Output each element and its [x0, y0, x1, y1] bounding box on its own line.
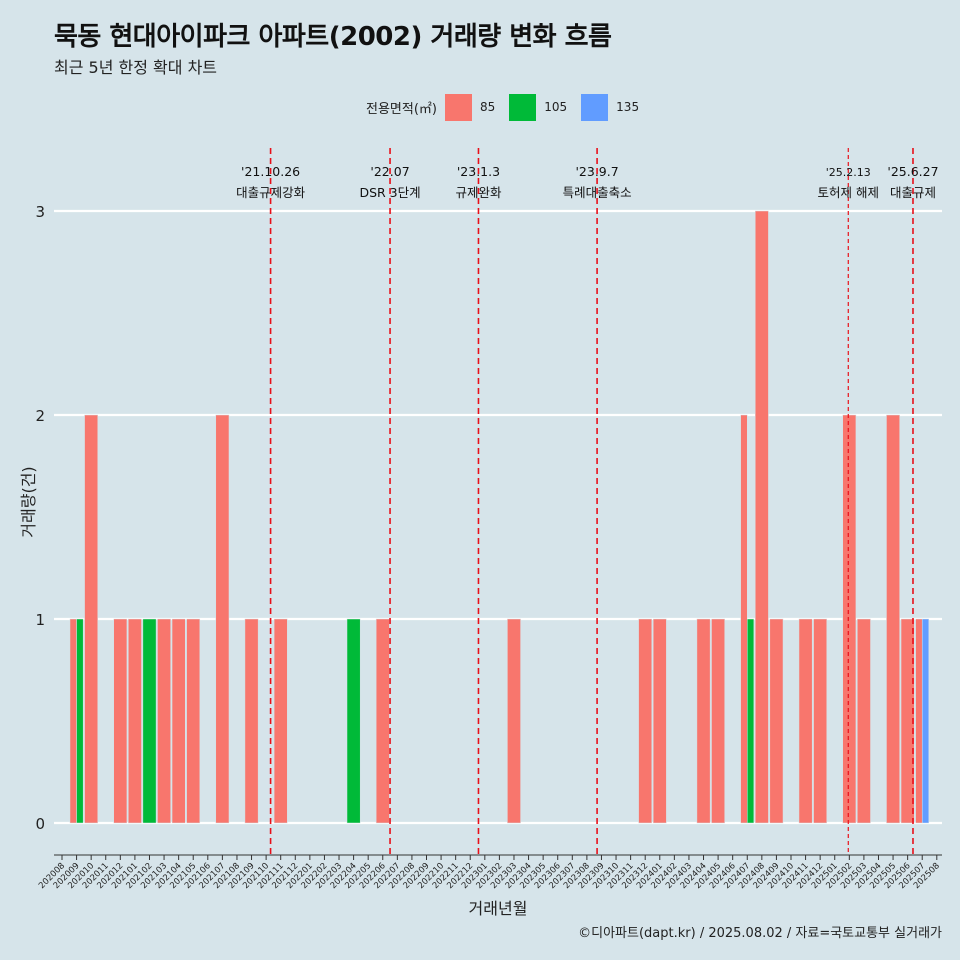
event-name-label: DSR 3단계 — [359, 185, 420, 200]
y-tick-label: 3 — [35, 203, 45, 221]
bar-202107-85 — [215, 414, 230, 824]
bar-202009-85 — [69, 618, 77, 824]
bar-202405-85 — [711, 618, 725, 824]
bar-202312-85 — [638, 618, 653, 824]
bar-202010-85 — [84, 414, 99, 824]
chart-title: 묵동 현대아이파크 아파트(2002) 거래량 변화 흐름 — [54, 22, 612, 52]
bar-202506-85 — [900, 618, 915, 824]
legend-label-135: 135 — [616, 100, 640, 114]
event-name-label: 특례대출축소 — [563, 185, 632, 200]
x-axis-title: 거래년월 — [469, 899, 528, 918]
bar-202412-85 — [813, 618, 828, 824]
bar-202407-105 — [747, 618, 755, 824]
bar-202502-85 — [842, 414, 857, 824]
bars — [69, 210, 930, 824]
bar-202505-85 — [886, 414, 900, 824]
bar-202111-85 — [273, 618, 288, 824]
bar-202411-85 — [798, 618, 813, 824]
bar-202507-85 — [915, 618, 923, 824]
event-date-label: '25.2.13 — [826, 166, 871, 179]
event-lines: '21.10.26 대출규제강화 '22.07 DSR 3단계 '23.1.3 규제완화 '… — [236, 148, 939, 855]
event-date-label: '23.9.7 — [575, 164, 618, 179]
bar-202012-85 — [113, 618, 128, 824]
bar-202401-85 — [652, 618, 667, 824]
y-tick-label: 1 — [35, 611, 45, 629]
bar-202103-85 — [157, 618, 171, 824]
event-date-label: '21.10.26 — [241, 164, 300, 179]
bar-202503-85 — [857, 618, 871, 824]
bar-202204-105 — [346, 618, 361, 824]
event-date-label: '23.1.3 — [457, 164, 500, 179]
bar-202303-85 — [507, 618, 521, 824]
bar-202206-85 — [375, 618, 390, 824]
bar-202404-85 — [696, 618, 711, 824]
event-name-label: 대출규제 — [890, 185, 936, 200]
legend-key-105 — [509, 93, 537, 121]
bar-202507-135 — [921, 618, 930, 824]
bar-202109-85 — [244, 618, 259, 824]
y-axis-title: 거래량(건) — [19, 466, 38, 537]
event-date-label: '25.6.27 — [887, 164, 938, 179]
bar-202104-85 — [171, 618, 186, 824]
legend-title: 전용면적(㎡) — [366, 101, 437, 117]
chart-subtitle: 최근 5년 한정 확대 차트 — [54, 58, 218, 77]
legend: 전용면적(㎡) 85 105 135 — [366, 93, 653, 121]
source-caption: ©디아파트(dapt.kr) / 2025.08.02 / 자료=국토교통부 실… — [578, 926, 942, 941]
bar-202407-85 — [740, 414, 748, 824]
legend-key-135 — [581, 93, 609, 121]
bar-202408-85 — [754, 210, 769, 824]
legend-label-105: 105 — [544, 100, 568, 114]
event-name-label: 토허제 해제 — [818, 185, 879, 200]
y-tick-label: 0 — [35, 815, 45, 833]
bar-202009-105 — [76, 618, 84, 824]
bar-202101-85 — [128, 618, 142, 824]
bar-202105-85 — [186, 618, 201, 824]
event-name-label: 대출규제강화 — [236, 185, 306, 200]
legend-key-85 — [444, 93, 472, 121]
legend-label-85: 85 — [479, 100, 496, 114]
y-tick-label: 2 — [35, 407, 45, 425]
gridlines — [54, 209, 942, 825]
event-name-label: 규제완화 — [455, 185, 502, 200]
bar-202102-105 — [142, 618, 157, 824]
axes: 0123202008202009202010202011202012202101… — [35, 203, 942, 891]
event-date-label: '22.07 — [370, 164, 409, 179]
bar-202409-85 — [769, 618, 784, 824]
